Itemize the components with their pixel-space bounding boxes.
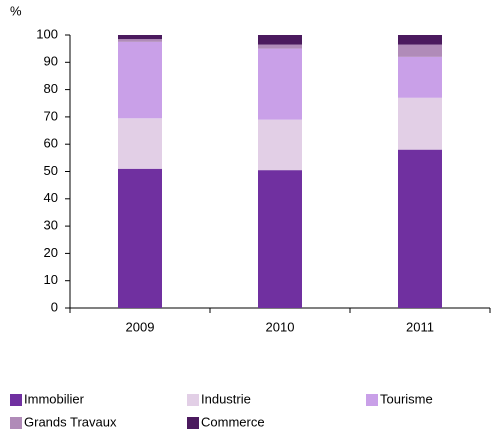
y-tick-label: 10 bbox=[44, 272, 58, 287]
bar-segment bbox=[258, 44, 302, 49]
y-tick-label: 60 bbox=[44, 136, 58, 151]
bar-segment bbox=[258, 48, 302, 120]
y-tick-label: 90 bbox=[44, 54, 58, 69]
legend-label: Tourisme bbox=[380, 391, 433, 406]
bar-segment bbox=[118, 118, 162, 169]
legend-label: Commerce bbox=[201, 414, 265, 429]
bar-segment bbox=[258, 119, 302, 171]
bar-segment bbox=[258, 170, 302, 308]
y-axis-label: % bbox=[10, 3, 22, 18]
legend-swatch bbox=[187, 394, 199, 406]
legend-swatch bbox=[10, 394, 22, 406]
bar-segment bbox=[398, 97, 442, 150]
bar-segment bbox=[118, 39, 162, 42]
legend-swatch bbox=[10, 417, 22, 429]
bar-segment bbox=[258, 35, 302, 45]
bar-segment bbox=[398, 56, 442, 98]
bar-segment bbox=[398, 44, 442, 57]
bar-segment bbox=[118, 35, 162, 40]
bar-segment bbox=[118, 168, 162, 308]
bar-segment bbox=[398, 35, 442, 45]
x-tick-label: 2009 bbox=[126, 319, 155, 334]
y-tick-label: 0 bbox=[51, 299, 58, 314]
bar-segment bbox=[398, 149, 442, 308]
x-tick-label: 2011 bbox=[406, 319, 434, 334]
legend-swatch bbox=[187, 417, 199, 429]
x-tick-label: 2010 bbox=[266, 319, 295, 334]
y-tick-label: 20 bbox=[44, 245, 58, 260]
y-tick-label: 40 bbox=[44, 190, 58, 205]
legend-label: Immobilier bbox=[24, 391, 85, 406]
y-tick-label: 80 bbox=[44, 81, 58, 96]
y-tick-label: 50 bbox=[44, 163, 58, 178]
legend-label: Industrie bbox=[201, 391, 251, 406]
y-tick-label: 100 bbox=[36, 26, 58, 41]
legend-label: Grands Travaux bbox=[24, 414, 117, 429]
legend-swatch bbox=[366, 394, 378, 406]
bar-segment bbox=[118, 41, 162, 119]
y-tick-label: 70 bbox=[44, 108, 58, 123]
y-tick-label: 30 bbox=[44, 218, 58, 233]
